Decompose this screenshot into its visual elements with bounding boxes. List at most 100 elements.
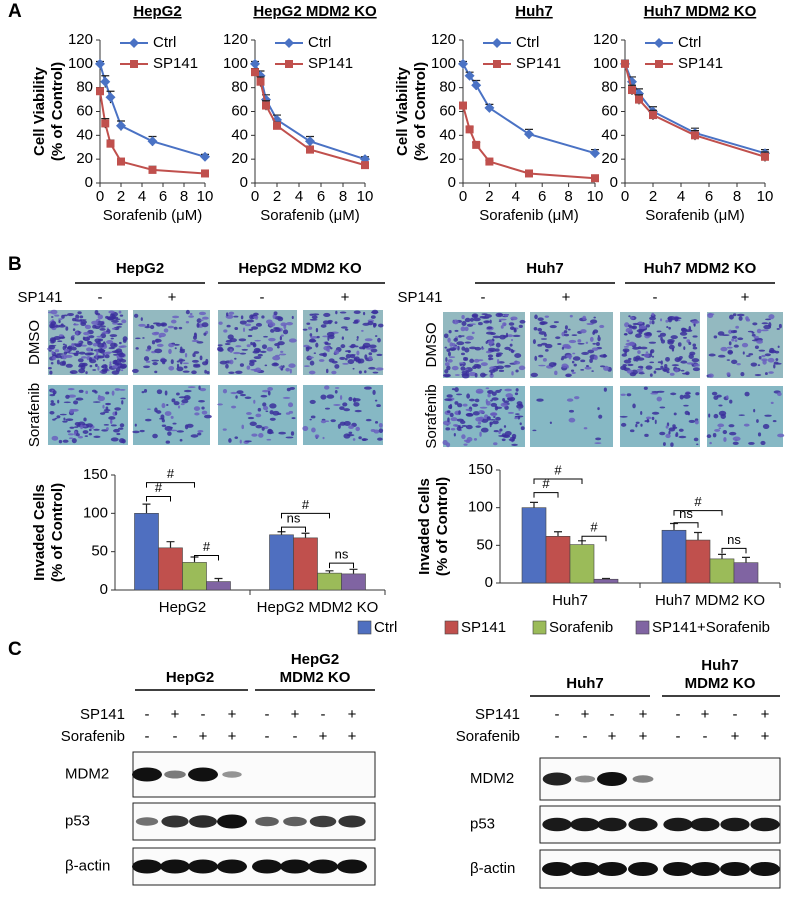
cell	[250, 341, 253, 346]
sign: -	[265, 728, 270, 745]
bar	[685, 539, 711, 584]
legend-marker	[492, 38, 502, 48]
cell	[761, 358, 768, 362]
cell	[110, 419, 113, 424]
cell	[707, 313, 715, 316]
cell	[176, 430, 184, 433]
treatment-label: SP141	[17, 289, 62, 306]
cell	[236, 390, 244, 395]
cell	[372, 371, 379, 374]
cell	[507, 411, 515, 414]
cell	[572, 356, 581, 361]
sign: +	[581, 706, 590, 723]
legend-marker	[655, 60, 663, 68]
cell	[75, 343, 82, 348]
sign: +	[228, 706, 237, 723]
cell	[309, 333, 313, 337]
cell	[450, 417, 458, 422]
cell	[536, 398, 544, 402]
cell	[532, 429, 537, 432]
row-label: Sorafenib	[423, 384, 440, 448]
cell	[88, 432, 93, 436]
x-tick-label: 4	[138, 188, 146, 205]
cell	[160, 322, 168, 327]
cell	[198, 400, 205, 403]
cell	[154, 370, 158, 374]
y-tick-label: 100	[468, 499, 493, 516]
cell	[486, 326, 493, 330]
cell	[344, 350, 352, 353]
cell	[733, 344, 739, 348]
y-tick-label: 0	[100, 581, 108, 598]
cell	[69, 370, 78, 375]
cell	[760, 329, 769, 332]
cell	[49, 410, 55, 415]
cell	[238, 338, 247, 342]
legend-label: SP141	[153, 55, 198, 72]
data-point	[100, 76, 111, 87]
cell	[622, 363, 627, 367]
x-tick-label: 4	[512, 188, 520, 205]
cell	[620, 422, 627, 427]
cell	[50, 402, 56, 406]
cell	[140, 317, 143, 321]
x-tick-label: 8	[564, 188, 572, 205]
cell	[229, 348, 233, 353]
cell	[761, 354, 766, 358]
cell	[448, 329, 452, 334]
cell	[117, 427, 124, 430]
cell	[599, 324, 605, 329]
cell	[57, 340, 63, 343]
sign: +	[562, 289, 571, 306]
cell	[167, 325, 175, 329]
cell	[495, 354, 500, 358]
y-axis-label: (% of Control)	[412, 62, 429, 161]
cell	[460, 366, 466, 371]
y-tick-label: 60	[76, 102, 93, 119]
group-title: Huh7	[526, 260, 564, 277]
cell	[658, 335, 661, 338]
cell	[568, 417, 576, 423]
cell	[489, 373, 494, 378]
series-line	[462, 63, 596, 155]
cell	[279, 353, 287, 356]
cell	[444, 398, 453, 402]
cell	[451, 342, 456, 347]
cell	[471, 331, 475, 335]
data-point	[256, 77, 265, 86]
cell	[485, 398, 488, 404]
cell	[515, 388, 519, 392]
cell	[712, 432, 717, 438]
cell	[487, 389, 494, 394]
cell	[478, 409, 485, 414]
cell	[244, 396, 252, 399]
significance-bracket	[721, 547, 747, 554]
cell	[192, 353, 196, 358]
cell	[506, 397, 513, 401]
cell	[480, 362, 488, 367]
cell	[468, 371, 477, 377]
cell	[249, 361, 255, 367]
cell	[773, 361, 779, 365]
cell	[48, 344, 57, 347]
cell	[458, 362, 465, 365]
cell	[116, 354, 119, 359]
cell	[339, 406, 345, 411]
cell	[224, 342, 231, 346]
band	[161, 815, 189, 828]
cell	[63, 417, 66, 421]
cell	[67, 430, 71, 433]
cell	[368, 355, 373, 361]
cell	[96, 349, 99, 355]
cell	[515, 415, 524, 418]
cell	[272, 355, 281, 361]
cell	[87, 352, 95, 356]
cell	[447, 417, 450, 423]
row-label: Sorafenib	[26, 383, 43, 447]
cell	[761, 322, 769, 325]
cell	[595, 437, 602, 441]
cell	[621, 353, 628, 357]
cell	[85, 390, 89, 395]
cell	[69, 408, 75, 414]
cell	[670, 335, 678, 340]
